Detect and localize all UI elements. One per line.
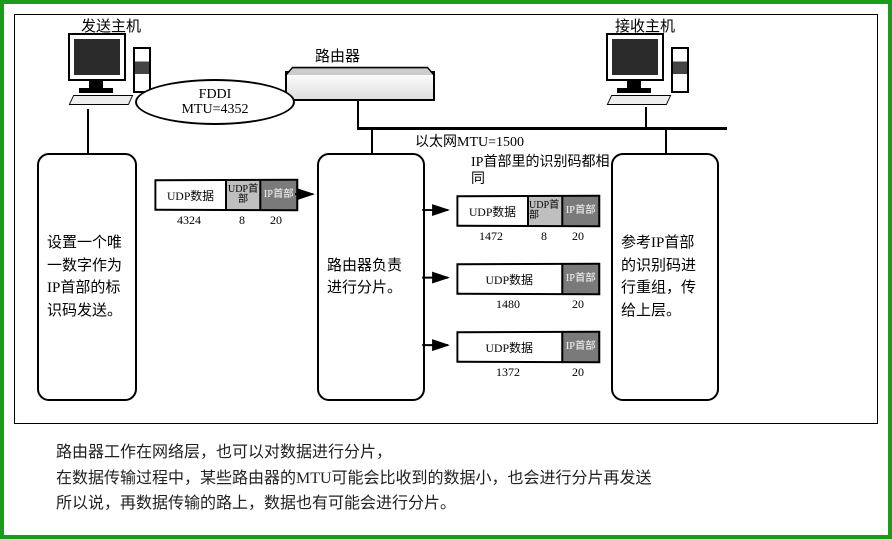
seg-val: 20 — [259, 213, 293, 228]
seg-cell-label: IP首部 — [264, 190, 294, 200]
seg-cell-label: UDP数据 — [485, 270, 533, 287]
router-drop — [357, 101, 359, 129]
seg-val: 8 — [527, 229, 561, 244]
right-note-text: 参考IP首部的识别码进行重组，传给上层。 — [621, 232, 709, 322]
seg-val: 4324 — [153, 213, 225, 228]
same-id-label: IP首部里的识别码都相同 — [471, 155, 611, 189]
fddi-ellipse: FDDI MTU=4352 — [135, 79, 295, 125]
outer-frame: 发送主机 路由器 接收主机 FD — [0, 0, 892, 539]
recv-drop — [645, 107, 647, 129]
fddi-line1: FDDI — [199, 87, 232, 102]
router-label: 路由器 — [315, 45, 360, 66]
seg-val: 1372 — [455, 365, 561, 380]
segment-frag2: UDP数据 IP首部 1480 20 — [455, 263, 599, 312]
seg-val: 8 — [225, 213, 259, 228]
mid-connector — [371, 129, 373, 153]
seg-val: 1480 — [455, 297, 561, 312]
seg-cell-label: IP首部 — [566, 342, 596, 352]
left-note-text: 设置一个唯一数字作为IP首部的标识码发送。 — [47, 232, 127, 322]
caption-line: 所以说，再数据传输的路上，数据也有可能会进行分片。 — [56, 491, 868, 517]
mid-note-text: 路由器负责进行分片。 — [327, 255, 415, 300]
segment-original: UDP数据 UDP首部 IP首部 4324 8 20 — [153, 179, 297, 228]
seg-cell-label: IP首部 — [566, 274, 596, 284]
segment-frag1: UDP数据 UDP首部 IP首部 1472 8 20 — [455, 195, 599, 244]
seg-cell-label: IP首部 — [566, 206, 596, 216]
seg-cell-label: UDP数据 — [167, 187, 214, 204]
caption-block: 路由器工作在网络层，也可以对数据进行分片， 在数据传输过程中，某些路由器的MTU… — [56, 440, 868, 517]
caption-line: 在数据传输过程中，某些路由器的MTU可能会比收到的数据小，也会进行分片再发送 — [56, 466, 868, 492]
eth-mtu-label: 以太网MTU=1500 — [415, 131, 524, 151]
diagram-canvas: 发送主机 路由器 接收主机 FD — [15, 15, 877, 423]
seg-cell-label: UDP数据 — [469, 203, 516, 220]
router-icon — [285, 71, 435, 101]
seg-val: 20 — [561, 297, 595, 312]
right-note-box: 参考IP首部的识别码进行重组，传给上层。 — [611, 153, 719, 401]
left-connector — [87, 109, 89, 153]
segment-frag3: UDP数据 IP首部 1372 20 — [455, 331, 599, 380]
seg-val: 1472 — [455, 229, 527, 244]
ethernet-bus — [357, 127, 727, 130]
recv-host-icon — [601, 33, 691, 113]
seg-val: 20 — [561, 229, 595, 244]
seg-cell-label: UDP数据 — [485, 338, 533, 355]
fddi-line2: MTU=4352 — [181, 102, 248, 117]
seg-cell-label: UDP首部 — [529, 201, 561, 221]
seg-cell-label: UDP首部 — [227, 185, 259, 205]
left-note-box: 设置一个唯一数字作为IP首部的标识码发送。 — [37, 153, 137, 401]
seg-val: 20 — [561, 365, 595, 380]
inner-frame: 发送主机 路由器 接收主机 FD — [14, 14, 878, 424]
caption-line: 路由器工作在网络层，也可以对数据进行分片， — [56, 440, 868, 466]
right-connector — [665, 129, 667, 153]
mid-note-box: 路由器负责进行分片。 — [317, 153, 425, 401]
